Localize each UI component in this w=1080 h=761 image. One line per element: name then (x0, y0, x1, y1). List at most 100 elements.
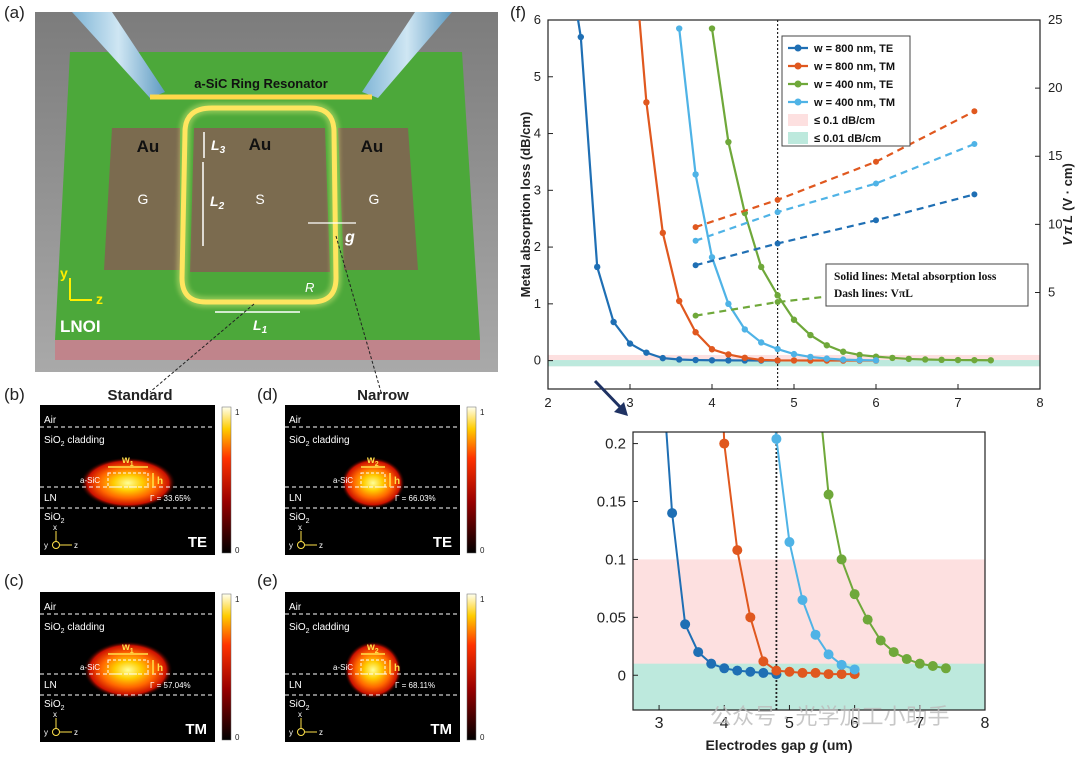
loss-point (774, 345, 781, 353)
core-outline (107, 659, 149, 675)
zoom-loss-point (836, 669, 847, 680)
zoom-loss-point (745, 666, 756, 677)
loss-point (725, 357, 732, 364)
note-frame (825, 263, 1029, 307)
electrode-role-left: G (138, 191, 149, 207)
pointer-to-narrow (335, 235, 382, 393)
y-tick-label: 1 (534, 296, 541, 311)
loss-point (659, 354, 666, 362)
legend-entry: ≤ 0.1 dB/cm (814, 115, 875, 127)
zoom-loss-point (862, 614, 873, 625)
vpil-line (695, 193, 975, 267)
height-label: h (394, 476, 400, 487)
zoom-y-tick-label: 0.15 (597, 494, 626, 511)
mode-field-profile (80, 457, 176, 509)
zoom-loss-point (849, 589, 860, 600)
axis-y-label: y (289, 541, 293, 550)
mode-panel-c: w1 h Air SiO2 cladding a-SiC LN Γ = 57.04% SiO2… (40, 592, 240, 742)
loss-point (725, 300, 732, 308)
air-label: Air (289, 415, 302, 426)
device-illustration: a-SiC Ring Resonator Au Au Au G S G L3 L… (35, 12, 498, 393)
zoom-arrow-head (614, 402, 628, 416)
zoom-plot-area (665, 432, 951, 680)
axis-z-label: z (74, 728, 78, 737)
vpil-point (692, 312, 699, 319)
core-outline (107, 472, 149, 488)
loss-point (643, 99, 650, 106)
loss-point (889, 354, 896, 362)
y-tick-label: 3 (534, 182, 541, 197)
x-tick-label: 8 (1036, 395, 1043, 410)
loss-point (676, 356, 683, 363)
substrate-label: LNOI (60, 317, 101, 336)
loss-point (938, 356, 945, 364)
loss-point (774, 357, 781, 364)
height-label: h (157, 663, 163, 674)
colorbar (221, 593, 232, 741)
y-axis-label: Metal absorption loss (dB/cm) (518, 112, 533, 298)
legend-entry: w = 400 nm, TM (813, 97, 895, 109)
vpil-point (774, 299, 781, 306)
note-line: Dash lines: VπL (834, 288, 913, 300)
axis-y-label: y (44, 541, 48, 550)
cladding-label: SiO2 cladding (289, 435, 350, 448)
zoom-loss-point (771, 665, 782, 676)
ln-label: LN (44, 680, 57, 691)
ln-label: LN (289, 680, 302, 691)
column-narrow: Narrow (357, 387, 409, 404)
y2-tick-label: 10 (1048, 216, 1062, 231)
output-fiber (362, 12, 452, 98)
zoom-frame (632, 431, 986, 711)
main-chart: 2 3 4 5 6 7 8 0 1 2 3 4 5 6 5 10 15 20 25 Metal absorption … (518, 12, 1075, 416)
zoom-loss-point (914, 658, 925, 669)
mode-field-profile (83, 641, 173, 699)
loss-point (758, 339, 765, 346)
vpil-line (695, 142, 975, 242)
loss-point (610, 318, 617, 326)
colorbar-min: 0 (235, 546, 240, 555)
electrode-role-right: G (369, 191, 380, 207)
zoom-loss-point (719, 663, 730, 674)
colorbar-max: 1 (480, 595, 485, 604)
dim-l2: L2 (210, 193, 225, 212)
axis-origin (297, 728, 305, 736)
polarization-label: TE (188, 534, 207, 551)
air-label: Air (289, 602, 302, 613)
mode-field-profile (341, 457, 405, 509)
zoom-loss-point (745, 612, 756, 623)
loss-point (708, 254, 716, 261)
vpil-point (873, 180, 879, 187)
electrode-role-center: S (255, 191, 264, 207)
substrate-label: SiO2 (44, 512, 65, 525)
loss-point (840, 348, 847, 355)
loss-point (758, 356, 765, 364)
zoom-arrow (593, 379, 625, 412)
dim-radius: R (305, 280, 314, 295)
core-label: a-SiC (80, 663, 100, 672)
zoom-loss-point (901, 654, 912, 665)
vpil-point (873, 217, 879, 224)
y-tick-label: 0 (534, 353, 541, 368)
column-standard: Standard (107, 387, 172, 404)
zoom-loss-point (927, 660, 938, 671)
vpil-point (873, 158, 879, 165)
vpil-point (774, 196, 781, 203)
zoom-loss-line (722, 432, 855, 676)
core-label: a-SiC (333, 663, 353, 672)
y2-tick-label: 25 (1048, 12, 1062, 27)
loss-point (676, 25, 683, 32)
x-tick-label: 5 (790, 395, 797, 410)
legend-box (781, 35, 911, 147)
legend-marker (794, 62, 802, 70)
polarization-label: TM (185, 721, 207, 738)
vpil-point (971, 191, 978, 198)
y-tick-label: 4 (534, 126, 541, 141)
x-tick-label: 6 (872, 395, 879, 410)
zoom-x-tick-label: 5 (785, 715, 794, 732)
axis-origin (52, 541, 60, 549)
axis-y-label: y (44, 728, 48, 737)
mode-field-profile (344, 641, 402, 699)
zoom-loss-point (797, 667, 808, 678)
loss-line (638, 20, 876, 362)
colorbar-min: 0 (480, 546, 485, 555)
